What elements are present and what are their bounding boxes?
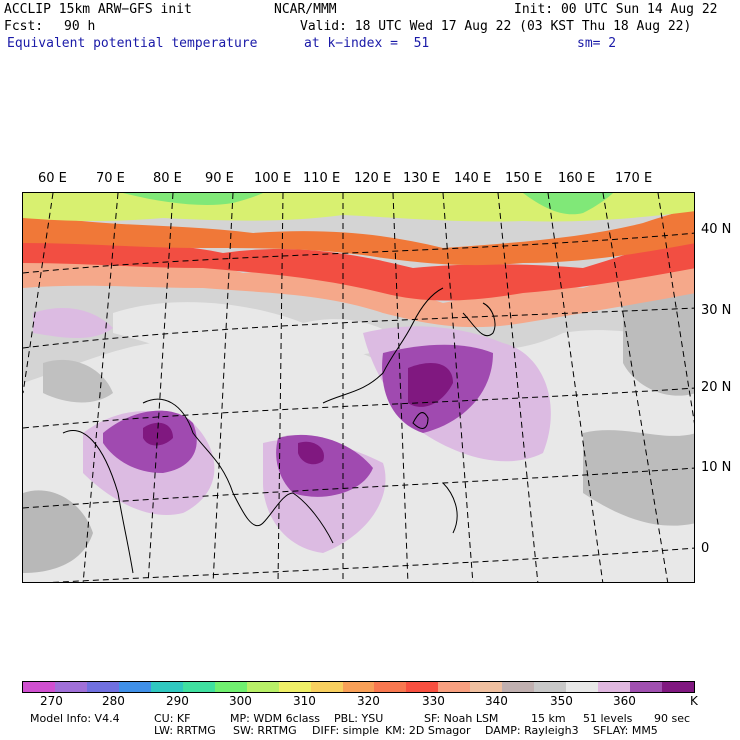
grey-patch — [23, 490, 93, 573]
salmon-band — [23, 253, 694, 328]
colorbar-tick: 310 — [293, 694, 316, 708]
colorbar-swatch — [342, 682, 375, 692]
colorbar-swatch — [150, 682, 183, 692]
lon-label: 150 E — [505, 171, 543, 186]
colorbar-swatch — [118, 682, 151, 692]
graticule — [23, 193, 694, 582]
colorbar-swatch — [278, 682, 311, 692]
lat-label: 10 N — [701, 460, 732, 475]
lilac-field — [33, 308, 113, 338]
colorbar-unit: K — [690, 694, 698, 708]
center-label: NCAR/MMM — [274, 2, 337, 17]
colorbar-swatch — [54, 682, 87, 692]
colorbar-tick: 280 — [102, 694, 125, 708]
footer-mp: MP: WDM 6class — [230, 712, 320, 725]
lat-label: 30 N — [701, 303, 732, 318]
footer-km: KM: 2D Smagor — [385, 724, 471, 737]
lon-label: 160 E — [558, 171, 596, 186]
colorbar-tick: 320 — [357, 694, 380, 708]
lon-label: 100 E — [254, 171, 292, 186]
footer-timestep: 90 sec — [654, 712, 691, 725]
colorbar-swatch — [374, 682, 407, 692]
footer-sflay: SFLAY: MM5 — [593, 724, 658, 737]
red-band — [23, 233, 694, 301]
theta-e-map — [22, 192, 695, 583]
lon-label: 70 E — [96, 171, 125, 186]
footer-sf: SF: Noah LSM — [424, 712, 499, 725]
model-title: ACCLIP 15km ARW−GFS init — [4, 2, 192, 17]
colorbar-swatch — [598, 682, 631, 692]
colorbar-swatch — [23, 682, 55, 692]
colorbar-tick: 330 — [422, 694, 445, 708]
footer-levels: 51 levels — [583, 712, 633, 725]
green-patch — [523, 193, 613, 215]
lat-label: 40 N — [701, 222, 732, 237]
colorbar-swatch — [566, 682, 599, 692]
coastline — [62, 287, 444, 574]
colorbar-tick: 360 — [613, 694, 636, 708]
colorbar-swatch — [534, 682, 567, 692]
footer-pbl: PBL: YSU — [334, 712, 384, 725]
grey-patch — [583, 430, 694, 526]
green-patch — [123, 193, 263, 205]
colorbar-tick: 350 — [550, 694, 573, 708]
colorbar — [22, 681, 695, 693]
footer-resolution: 15 km — [531, 712, 566, 725]
lon-label: 120 E — [354, 171, 392, 186]
valid-time: Valid: 18 UTC Wed 17 Aug 22 (03 KST Thu … — [300, 19, 692, 34]
light-grey-field — [113, 302, 403, 363]
colorbar-swatch — [406, 682, 439, 692]
footer-damp: DAMP: Rayleigh3 — [485, 724, 579, 737]
lon-label: 130 E — [403, 171, 441, 186]
level-label: at k−index = 51 — [304, 36, 430, 51]
colorbar-swatch — [502, 682, 535, 692]
footer-model-info: Model Info: V4.4 — [30, 712, 120, 725]
init-time: Init: 00 UTC Sun 14 Aug 22 — [514, 2, 718, 17]
colorbar-tick: 340 — [485, 694, 508, 708]
footer-cu: CU: KF — [154, 712, 191, 725]
colorbar-swatch — [182, 682, 215, 692]
lon-label: 170 E — [615, 171, 653, 186]
lon-label: 90 E — [205, 171, 234, 186]
dark-purple-core — [298, 441, 324, 465]
colorbar-tick: 300 — [229, 694, 252, 708]
lat-label: 0 — [701, 541, 710, 556]
colorbar-swatch — [662, 682, 695, 692]
smoothing-label: sm= 2 — [577, 36, 617, 51]
dark-purple-core — [408, 363, 453, 407]
grey-patch — [623, 283, 694, 396]
lat-label: 20 N — [701, 380, 732, 395]
grey-patch — [43, 359, 113, 403]
lon-label: 60 E — [38, 171, 67, 186]
colorbar-swatch — [470, 682, 503, 692]
field-name: Equivalent potential temperature — [7, 36, 258, 51]
lon-label: 80 E — [153, 171, 182, 186]
lon-label: 140 E — [454, 171, 492, 186]
lon-label: 110 E — [303, 171, 341, 186]
footer-diff: DIFF: simple — [312, 724, 380, 737]
colorbar-swatch — [246, 682, 279, 692]
colorbar-swatch — [630, 682, 663, 692]
orange-band — [23, 205, 694, 266]
coastline — [412, 302, 496, 534]
colorbar-swatch — [86, 682, 119, 692]
footer-sw: SW: RRTMG — [233, 724, 297, 737]
colorbar-swatch — [214, 682, 247, 692]
forecast-hours: 90 h — [64, 19, 96, 34]
footer-lw: LW: RRTMG — [154, 724, 216, 737]
colorbar-tick: 290 — [166, 694, 189, 708]
colorbar-tick: 270 — [40, 694, 63, 708]
forecast-label: Fcst: — [4, 19, 44, 34]
colorbar-swatch — [310, 682, 343, 692]
colorbar-swatch — [438, 682, 471, 692]
